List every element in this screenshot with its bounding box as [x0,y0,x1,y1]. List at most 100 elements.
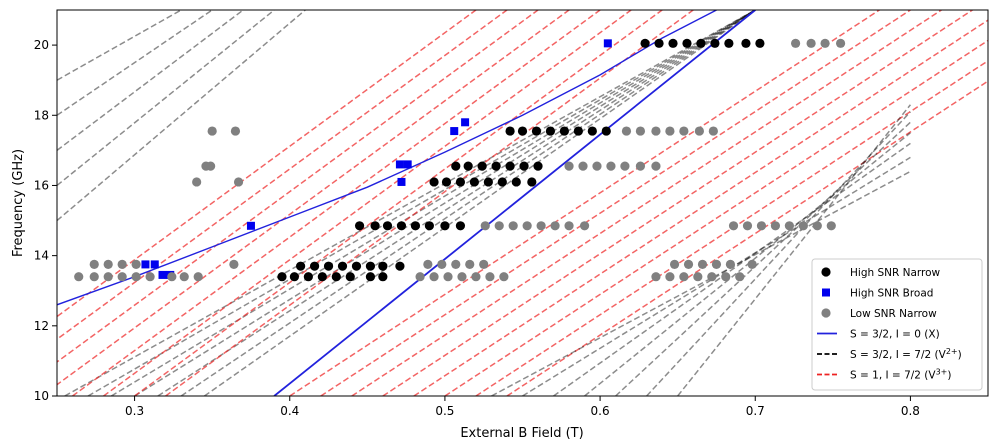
curve-4 [273,10,756,396]
narrow-point-38 [533,161,543,171]
y-tick-label-1: 12 [34,319,49,333]
narrow-point-44 [573,126,583,136]
narrow-point-48 [654,38,664,48]
legend-label-4: S = 3/2, I = 7/2 (V2+) [850,347,962,361]
band-2-line-0 [289,10,880,396]
legend-label-3: S = 3/2, I = 0 (X) [850,329,940,341]
narrow-point-37 [519,161,529,171]
narrow-point-16 [354,221,365,231]
low-snr-point-67 [697,259,708,270]
narrow-point-31 [527,177,537,187]
broad-point-7 [397,177,406,186]
low-snr-point-30 [465,259,475,270]
legend-label-5: S = 1, I = 7/2 (V3+) [850,368,952,382]
narrow-point-55 [755,38,765,48]
low-snr-point-35 [522,221,532,231]
narrow-point-17 [370,221,380,231]
low-snr-point-73 [756,221,767,231]
low-snr-point-5 [145,272,155,282]
band-2-line-2 [351,10,942,396]
broad-point-4 [246,221,255,230]
low-snr-point-53 [708,126,718,136]
band-1-line-3 [57,10,570,386]
low-snr-point-43 [606,161,616,171]
low-snr-point-47 [621,126,632,136]
low-snr-point-29 [451,259,461,270]
curve-3 [57,10,717,306]
narrow-point-43 [559,126,569,136]
narrow-point-21 [424,221,434,231]
model-curves [57,10,756,396]
low-snr-point-42 [592,161,602,171]
narrow-point-15 [395,261,405,271]
low-snr-point-77 [812,221,822,231]
low-snr-point-61 [693,272,703,282]
low-snr-point-40 [564,161,574,171]
x-tick-label-3: 0.6 [591,404,610,418]
legend-entry-5: S = 1, I = 7/2 (V3+) [817,368,952,382]
band-0 [64,10,756,396]
y-tick-label-5: 20 [34,38,49,52]
band-0-line-1 [87,10,756,396]
low-snr-point-46 [651,161,661,171]
narrow-point-0 [277,272,287,282]
broad-point-9 [461,118,470,127]
low-snr-point-39 [579,221,590,231]
narrow-point-30 [511,177,521,187]
low-snr-point-28 [437,259,447,270]
narrow-point-12 [351,261,362,271]
narrow-point-53 [724,38,734,48]
low-snr-point-64 [735,272,745,282]
legend-label-0: High SNR Narrow [850,267,941,279]
low-snr-point-33 [494,221,504,231]
low-snr-point-78 [826,221,836,231]
narrow-point-14 [378,261,388,271]
narrow-point-27 [469,177,479,187]
low-snr-point-55 [806,38,816,48]
band-2 [289,10,988,396]
low-snr-point-13 [229,259,239,270]
narrow-point-18 [382,221,393,231]
low-snr-point-11 [117,259,127,270]
low-snr-point-25 [485,272,495,282]
band-2-line-4 [413,19,988,396]
band-3-line-5 [646,111,911,396]
band-2-line-6 [475,59,988,396]
broad-point-5 [395,160,404,169]
legend-marker-1 [822,288,830,297]
narrow-point-4 [331,272,341,282]
low-snr-point-72 [742,221,753,231]
low-snr-point-44 [620,161,630,171]
band-3-line-3 [584,132,911,396]
low-snr-point-2 [103,272,113,282]
band-4-line-4 [57,10,182,81]
narrow-point-6 [365,272,376,282]
narrow-point-23 [455,221,466,231]
band-0-line-5 [180,10,756,396]
broad-point-1 [150,260,159,269]
legend-entry-4: S = 3/2, I = 7/2 (V2+) [817,347,962,361]
data-points [74,38,846,282]
low-snr-point-76 [798,221,808,231]
legend-marker-2 [821,308,831,318]
broad-point-8 [450,127,459,136]
low-snr-point-68 [711,259,722,270]
narrow-point-40 [517,126,528,136]
band-0-line-6 [203,10,756,396]
series-0 [277,38,765,282]
low-snr-point-17 [207,126,217,136]
narrow-point-54 [741,38,751,48]
plot-frame [56,9,989,397]
low-snr-point-14 [192,177,202,187]
narrow-point-46 [601,126,611,136]
narrow-point-39 [505,126,515,136]
band-4 [57,10,306,222]
narrow-point-49 [668,38,678,48]
band-3-line-4 [615,121,911,396]
low-snr-point-54 [790,38,801,48]
narrow-point-8 [296,261,306,271]
narrow-point-3 [317,272,327,282]
y-axis-label: Frequency (GHz) [11,149,26,257]
band-3-line-1 [522,156,911,396]
low-snr-point-9 [89,259,99,270]
